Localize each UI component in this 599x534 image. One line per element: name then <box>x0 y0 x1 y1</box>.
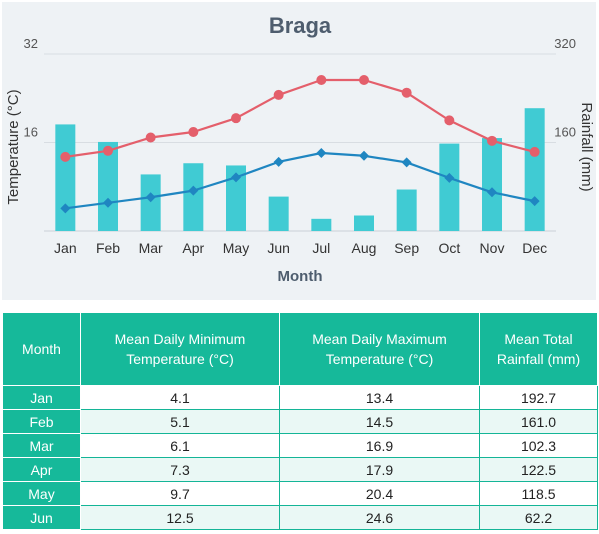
y-axis-left-label: Temperature (°C) <box>5 89 22 204</box>
rainfall-bar <box>354 215 374 231</box>
max-temp-point <box>359 74 369 85</box>
min-temp-point <box>103 197 113 208</box>
rainfall-bar <box>98 141 118 231</box>
row-rainfall: 122.5 <box>479 457 598 482</box>
y-left-tick-label: 16 <box>24 125 38 140</box>
header-month: Month <box>2 312 81 386</box>
max-temp-point <box>316 74 327 85</box>
table-row: Jun 12.5 24.6 62.2 <box>2 505 598 530</box>
max-temp-point <box>188 126 199 137</box>
row-min-temp: 9.7 <box>80 481 280 506</box>
rainfall-bar <box>140 174 161 231</box>
row-max-temp: 20.4 <box>279 481 480 506</box>
row-month: May <box>2 481 81 506</box>
rainfall-bar <box>524 108 545 231</box>
table-row: Jan 4.1 13.4 192.7 <box>2 385 598 410</box>
min-temp-point <box>359 150 369 161</box>
rainfall-bar <box>226 165 246 231</box>
row-month: Feb <box>2 409 81 434</box>
header-rainfall: Mean Total Rainfall (mm) <box>479 312 598 386</box>
row-max-temp: 13.4 <box>279 385 480 410</box>
row-max-temp: 24.6 <box>279 505 480 530</box>
max-temp-point <box>444 115 455 126</box>
table-row: Apr 7.3 17.9 122.5 <box>2 457 598 482</box>
rainfall-bar <box>311 218 332 231</box>
min-temp-line <box>65 151 535 210</box>
y-left-tick-label: 32 <box>24 36 38 51</box>
chart-title: Braga <box>269 13 332 38</box>
min-temp-point <box>60 203 71 214</box>
rainfall-bar <box>268 196 289 231</box>
rainfall-bar <box>396 189 417 231</box>
climate-chart: Braga Month Temperature (°C) Rainfall (m… <box>2 2 596 300</box>
min-temp-point <box>188 185 199 196</box>
row-min-temp: 6.1 <box>80 433 280 458</box>
row-rainfall: 102.3 <box>479 433 598 458</box>
rainfall-bar <box>439 143 460 231</box>
min-temp-point <box>231 172 241 183</box>
y-right-tick-label: 160 <box>554 125 576 140</box>
x-tick-label: Feb <box>96 240 120 256</box>
x-tick-label: Jun <box>267 240 290 256</box>
row-min-temp: 7.3 <box>80 457 280 482</box>
x-axis-label: Month <box>278 268 323 285</box>
max-temp-line <box>65 78 535 158</box>
row-max-temp: 16.9 <box>279 433 480 458</box>
x-tick-label: Aug <box>352 240 377 256</box>
max-temp-point <box>529 146 540 157</box>
climate-chart-svg: Braga Month Temperature (°C) Rainfall (m… <box>5 13 595 285</box>
climate-table-container: Month Mean Daily Minimum Temperature (°C… <box>2 312 598 530</box>
row-month: Jan <box>2 385 81 410</box>
max-temp-point <box>103 145 113 156</box>
rainfall-bar <box>55 124 76 231</box>
row-rainfall: 62.2 <box>479 505 598 530</box>
max-temp-point <box>401 87 412 98</box>
table-header-row: Month Mean Daily Minimum Temperature (°C… <box>2 312 598 386</box>
max-temp-point <box>231 113 241 124</box>
max-temp-point <box>145 132 156 143</box>
row-min-temp: 12.5 <box>80 505 280 530</box>
min-temp-point <box>316 148 327 159</box>
row-rainfall: 192.7 <box>479 385 598 410</box>
x-tick-label: Mar <box>139 240 163 256</box>
table-row: Mar 6.1 16.9 102.3 <box>2 433 598 458</box>
row-max-temp: 14.5 <box>279 409 480 434</box>
row-month: Jun <box>2 505 81 530</box>
x-tick-label: Apr <box>182 240 204 256</box>
min-temp-point <box>444 172 455 183</box>
max-temp-point <box>273 89 284 100</box>
header-min-temp: Mean Daily Minimum Temperature (°C) <box>80 312 280 386</box>
row-min-temp: 4.1 <box>80 385 280 410</box>
x-tick-label: Jul <box>312 240 330 256</box>
x-tick-label: Sep <box>394 240 419 256</box>
header-max-temp: Mean Daily Maximum Temperature (°C) <box>279 312 480 386</box>
max-temp-point <box>487 135 497 146</box>
row-min-temp: 5.1 <box>80 409 280 434</box>
climate-table: Month Mean Daily Minimum Temperature (°C… <box>2 312 598 530</box>
min-temp-point <box>273 156 284 167</box>
min-temp-point <box>401 157 412 168</box>
x-tick-label: Oct <box>438 240 460 256</box>
min-temp-point <box>145 192 156 203</box>
min-temp-point <box>529 196 540 207</box>
x-tick-label: Dec <box>522 240 547 256</box>
table-row: Feb 5.1 14.5 161.0 <box>2 409 598 434</box>
x-tick-label: Jan <box>54 240 77 256</box>
table-row: May 9.7 20.4 118.5 <box>2 481 598 506</box>
min-temp-point <box>487 187 497 198</box>
row-month: Mar <box>2 433 81 458</box>
row-rainfall: 161.0 <box>479 409 598 434</box>
x-tick-label: May <box>223 240 249 256</box>
y-axis-right-label: Rainfall (mm) <box>578 102 595 191</box>
rainfall-bar <box>482 138 502 231</box>
max-temp-point <box>60 151 71 162</box>
row-rainfall: 118.5 <box>479 481 598 506</box>
row-month: Apr <box>2 457 81 482</box>
row-max-temp: 17.9 <box>279 457 480 482</box>
y-right-tick-label: 320 <box>554 36 576 51</box>
rainfall-bar <box>183 163 204 231</box>
x-tick-label: Nov <box>480 240 505 256</box>
